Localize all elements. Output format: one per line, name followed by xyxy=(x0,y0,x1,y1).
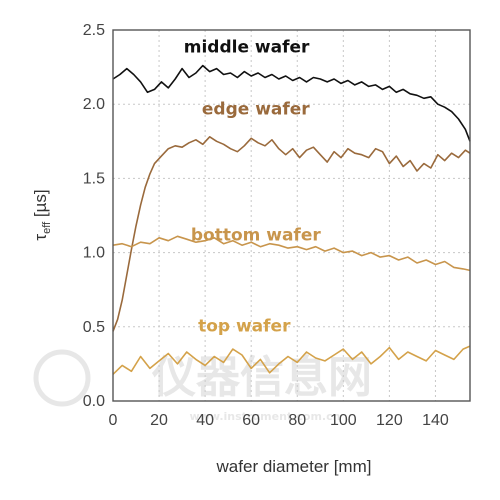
series-label-middle-wafer: middle wafer xyxy=(184,37,310,57)
y-axis-title-unit: [µs] xyxy=(31,189,50,221)
series-line-bottom-wafer xyxy=(112,235,471,272)
series-label-top-wafer: top wafer xyxy=(198,316,291,336)
y-axis-title: τeff [µs] xyxy=(31,189,53,240)
y-tick-label: 0.5 xyxy=(83,319,105,336)
x-tick-label: 100 xyxy=(330,412,357,429)
series-labels: middle wafer edge wafer bottom wafer top wa… xyxy=(184,37,322,336)
y-tick-label: 2.5 xyxy=(83,22,105,39)
x-tick-label: 40 xyxy=(196,412,214,429)
y-tick-label: 2.0 xyxy=(83,96,105,113)
watermark-url: www.instrument.com.cn xyxy=(190,410,341,423)
series-group xyxy=(112,64,471,375)
x-axis: 0 20 40 60 80 100 120 140 xyxy=(109,412,449,429)
x-tick-label: 60 xyxy=(242,412,260,429)
series-line-middle-wafer xyxy=(112,64,471,142)
x-tick-label: 120 xyxy=(376,412,403,429)
series-label-edge-wafer: edge wafer xyxy=(202,100,310,120)
x-axis-title: wafer diameter [mm] xyxy=(216,457,372,476)
series-line-top-wafer xyxy=(112,345,471,375)
plot-frame xyxy=(112,29,471,402)
y-axis-title-symbol: τ xyxy=(31,234,50,241)
y-axis-title-subscript: eff xyxy=(41,221,53,234)
x-tick-label: 0 xyxy=(109,412,118,429)
series-line-edge-wafer xyxy=(112,136,471,332)
y-axis: 0.0 0.5 1.0 1.5 2.0 2.5 xyxy=(83,22,105,410)
y-tick-label: 0.0 xyxy=(83,393,105,410)
x-tick-label: 20 xyxy=(150,412,168,429)
x-tick-label: 80 xyxy=(288,412,306,429)
x-tick-label: 140 xyxy=(422,412,449,429)
series-label-bottom-wafer: bottom wafer xyxy=(191,226,322,246)
y-tick-label: 1.5 xyxy=(83,170,105,187)
grid xyxy=(113,30,470,401)
watermark-logo-icon xyxy=(33,349,91,407)
y-tick-label: 1.0 xyxy=(83,245,105,262)
